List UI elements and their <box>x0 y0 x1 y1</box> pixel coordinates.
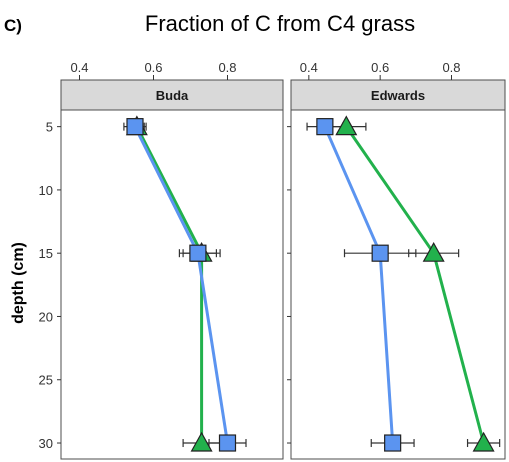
panel-label: C) <box>4 16 22 35</box>
data-point-triangle <box>472 431 495 452</box>
y-tick-label: 20 <box>39 309 53 324</box>
panel-border-buda <box>60 109 284 460</box>
facet-strip-label: Buda <box>156 88 189 103</box>
data-point-triangle <box>335 115 358 136</box>
x-tick-label: 0.6 <box>371 60 389 75</box>
data-point-triangle <box>422 241 445 262</box>
y-tick-label: 30 <box>39 436 53 451</box>
data-point-square <box>371 244 389 262</box>
data-point-square <box>126 118 144 136</box>
facet-strip-edwards <box>290 79 506 111</box>
data-point-triangle <box>190 431 213 452</box>
x-tick-label: 0.4 <box>300 60 318 75</box>
data-point-square <box>384 434 402 452</box>
panel-border-edwards <box>290 109 506 460</box>
x-tick-label: 0.4 <box>70 60 88 75</box>
y-tick-label: 10 <box>39 183 53 198</box>
data-point-square <box>316 118 334 136</box>
y-axis-label: depth (cm) <box>10 242 27 324</box>
chart-title: Fraction of C from C4 grass <box>145 11 415 36</box>
data-point-square <box>189 244 207 262</box>
x-tick-label: 0.8 <box>218 60 236 75</box>
facet-strip-label: Edwards <box>371 88 425 103</box>
facet-strip-buda <box>60 79 284 111</box>
x-tick-label: 0.6 <box>144 60 162 75</box>
x-tick-label: 0.8 <box>442 60 460 75</box>
y-tick-label: 15 <box>39 246 53 261</box>
y-tick-label: 5 <box>46 120 53 135</box>
plot-area: Buda 0.4 0.6 0.8 5 10 15 20 25 30 Edwards 0.4 0.6 0.8 <box>39 60 506 460</box>
y-tick-label: 25 <box>39 373 53 388</box>
data-point-square <box>218 434 237 452</box>
